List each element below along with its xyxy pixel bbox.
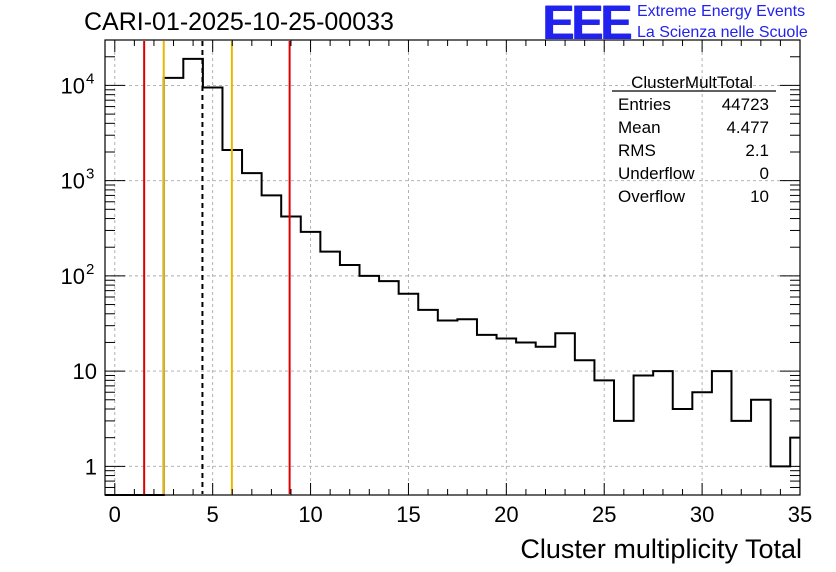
histogram-bin (614, 421, 634, 495)
histogram-bin (477, 335, 497, 495)
plot-frame (104, 39, 801, 496)
histogram-bin (262, 195, 282, 495)
logo-line-2: La Scienza nelle Scuole (637, 24, 808, 41)
histogram-bin (673, 409, 693, 495)
stats-row-label: Mean (618, 118, 661, 137)
x-tick-label: 0 (109, 502, 121, 527)
histogram-bin (320, 252, 340, 495)
histogram-bin (731, 421, 751, 495)
stats-row-value: 2.1 (745, 141, 769, 160)
histogram-bin (555, 333, 575, 495)
histogram-bars (105, 57, 800, 496)
histogram-bin (634, 375, 654, 495)
histogram-bin (751, 400, 771, 495)
histogram-bin (242, 173, 262, 495)
stats-row-label: Entries (618, 95, 671, 114)
x-tick-label: 5 (207, 502, 219, 527)
y-tick-label: 1 (85, 454, 97, 479)
histogram-bin (340, 265, 360, 495)
histogram-bin (497, 339, 517, 495)
histogram-bin (575, 360, 595, 495)
histogram-bin (712, 371, 732, 495)
stats-row-value: 10 (750, 187, 769, 206)
x-tick-label: 20 (494, 502, 518, 527)
x-tick-label: 10 (298, 502, 322, 527)
stats-row-label: Overflow (618, 187, 686, 206)
x-axis-label: Cluster multiplicity Total (520, 534, 802, 564)
marker-lines (143, 41, 291, 494)
histogram-outline (105, 57, 800, 496)
y-tick-label: 10 (73, 359, 97, 384)
histogram-bin (653, 371, 673, 495)
histogram-bin (418, 310, 438, 495)
stats-row-value: 4.477 (726, 118, 769, 137)
histogram-bin (379, 281, 399, 495)
histogram-bin (183, 59, 203, 495)
x-tick-label: 15 (396, 502, 420, 527)
histogram-bin (438, 320, 458, 495)
logo-line-1: Extreme Energy Events (637, 3, 806, 20)
stats-row-value: 44723 (722, 95, 769, 114)
stats-row-label: Underflow (618, 164, 695, 183)
y-tick-exponent: 2 (86, 261, 94, 278)
axis-ticks (105, 39, 801, 496)
stats-box: ClusterMultTotal Entries 44723 Mean 4.477 RM… (612, 73, 776, 206)
y-tick-label: 10 (61, 73, 85, 98)
eee-logo: EEE (542, 0, 632, 50)
histogram-bin (164, 78, 184, 495)
y-tick-label: 10 (61, 264, 85, 289)
x-tick-label: 30 (690, 502, 714, 527)
y-tick-label: 10 (61, 169, 85, 194)
histogram-bin (536, 347, 556, 495)
histogram-bin (281, 217, 301, 495)
grid-lines (105, 40, 801, 495)
y-tick-exponent: 3 (86, 166, 94, 183)
histogram-bin (457, 319, 477, 495)
histogram-bin (360, 276, 380, 495)
stats-row-label: RMS (618, 141, 656, 160)
x-tick-label: 35 (788, 502, 812, 527)
stats-row-value: 0 (760, 164, 769, 183)
x-tick-label: 25 (592, 502, 616, 527)
y-tick-exponent: 4 (86, 70, 94, 87)
histogram-bin (516, 342, 536, 495)
stats-title: ClusterMultTotal (631, 73, 753, 92)
run-title: CARI-01-2025-10-25-00033 (84, 8, 394, 36)
